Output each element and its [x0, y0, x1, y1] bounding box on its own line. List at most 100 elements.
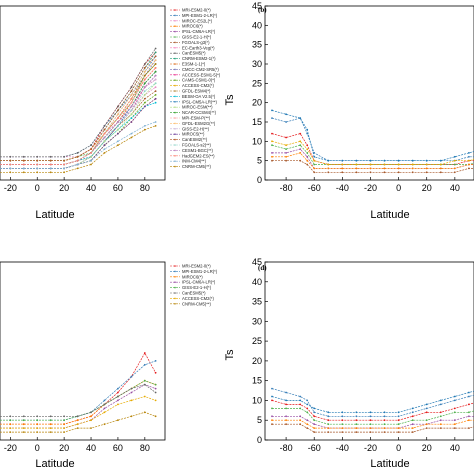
y-axis-label: Ts — [224, 349, 236, 361]
data-point — [22, 167, 25, 170]
data-point — [143, 90, 146, 92]
series-line-2 — [0, 360, 156, 421]
data-point — [397, 419, 400, 422]
x-tick-label: 40 — [450, 183, 460, 193]
data-point — [143, 74, 146, 77]
data-point — [439, 159, 442, 162]
legend-entry: MIROC6(*) — [182, 24, 203, 29]
data-point — [468, 427, 470, 429]
data-point — [154, 360, 157, 362]
chart-panel-1: -20 0 20 40 60 80LatitudeMRI-ESM2-0(*)MPI-ESM… — [0, 5, 221, 221]
data-point — [327, 163, 330, 166]
x-tick-label: 20 — [59, 183, 69, 193]
data-point — [439, 163, 442, 166]
x-tick-label: 60 — [113, 443, 123, 453]
data-point — [49, 171, 52, 174]
data-point — [49, 419, 52, 422]
series-line-4 — [272, 148, 474, 169]
x-tick-label: 20 — [59, 443, 69, 453]
series-line-6 — [0, 63, 156, 162]
data-point — [117, 128, 119, 131]
data-point — [90, 152, 92, 154]
legend-marker — [174, 84, 176, 87]
data-point — [285, 423, 287, 426]
legend-marker — [174, 41, 176, 44]
data-point — [9, 163, 12, 166]
y-tick-label: 5 — [257, 415, 262, 425]
series-line-8 — [271, 140, 474, 165]
legend-entry: ACCESS-CM2(*) — [182, 83, 214, 88]
data-point — [154, 387, 157, 390]
data-point — [130, 136, 133, 139]
series-line-2 — [271, 400, 474, 421]
data-point — [49, 431, 52, 433]
data-point — [143, 125, 146, 127]
legend-entry: EC-Earth3-Veg(*) — [182, 45, 215, 50]
data-point — [63, 163, 65, 166]
y-tick-label: 0 — [257, 435, 262, 445]
series-line-19 — [0, 83, 156, 169]
data-point — [36, 427, 39, 429]
data-point — [49, 159, 52, 162]
data-point — [327, 427, 330, 429]
legend-marker — [174, 101, 176, 103]
data-point — [306, 155, 309, 158]
data-point — [9, 431, 12, 433]
data-point — [355, 167, 358, 170]
series-group — [0, 352, 157, 433]
data-point — [306, 148, 309, 151]
data-point — [36, 163, 39, 166]
data-point — [299, 407, 302, 410]
data-point — [383, 159, 386, 162]
legend-marker — [174, 128, 176, 130]
x-tick-label: -20 — [4, 443, 17, 453]
x-axis-label: Latitude — [370, 209, 409, 221]
data-point — [76, 163, 79, 166]
legend-marker — [174, 281, 176, 284]
data-point — [355, 159, 358, 162]
data-point — [383, 411, 386, 414]
data-point — [453, 399, 456, 402]
data-point — [327, 431, 330, 433]
y-tick-label: 30 — [252, 59, 262, 69]
data-point — [453, 163, 456, 166]
series-line-28 — [0, 67, 156, 165]
data-point — [397, 415, 400, 418]
data-point — [76, 419, 79, 422]
data-point — [355, 411, 358, 414]
data-point — [299, 117, 302, 119]
data-point — [439, 415, 442, 418]
data-point — [130, 105, 133, 108]
data-point — [313, 167, 316, 170]
data-point — [299, 403, 302, 406]
x-tick-label: -40 — [336, 183, 349, 193]
data-point — [49, 155, 52, 158]
data-point — [439, 171, 442, 174]
data-point — [313, 431, 316, 433]
legend-entry: MIROC-ESM(**) — [182, 105, 213, 110]
data-point — [468, 419, 470, 422]
data-point — [63, 415, 65, 418]
data-point — [143, 94, 146, 96]
data-point — [271, 132, 273, 135]
data-point — [299, 144, 302, 147]
data-point — [22, 159, 25, 162]
legend-entry: MIROC5(**) — [182, 132, 205, 137]
x-tick-label: 80 — [140, 443, 150, 453]
data-point — [411, 415, 414, 418]
data-point — [383, 163, 386, 166]
data-point — [130, 375, 133, 378]
data-point — [154, 391, 157, 394]
data-point — [90, 148, 92, 151]
series-line-2 — [271, 133, 474, 165]
data-point — [271, 152, 273, 154]
data-point — [313, 155, 316, 158]
data-point — [117, 121, 119, 123]
data-point — [355, 419, 358, 422]
data-point — [271, 419, 273, 422]
series-line-11 — [0, 67, 156, 165]
data-point — [468, 163, 470, 166]
data-point — [143, 70, 146, 73]
data-point — [313, 423, 316, 426]
